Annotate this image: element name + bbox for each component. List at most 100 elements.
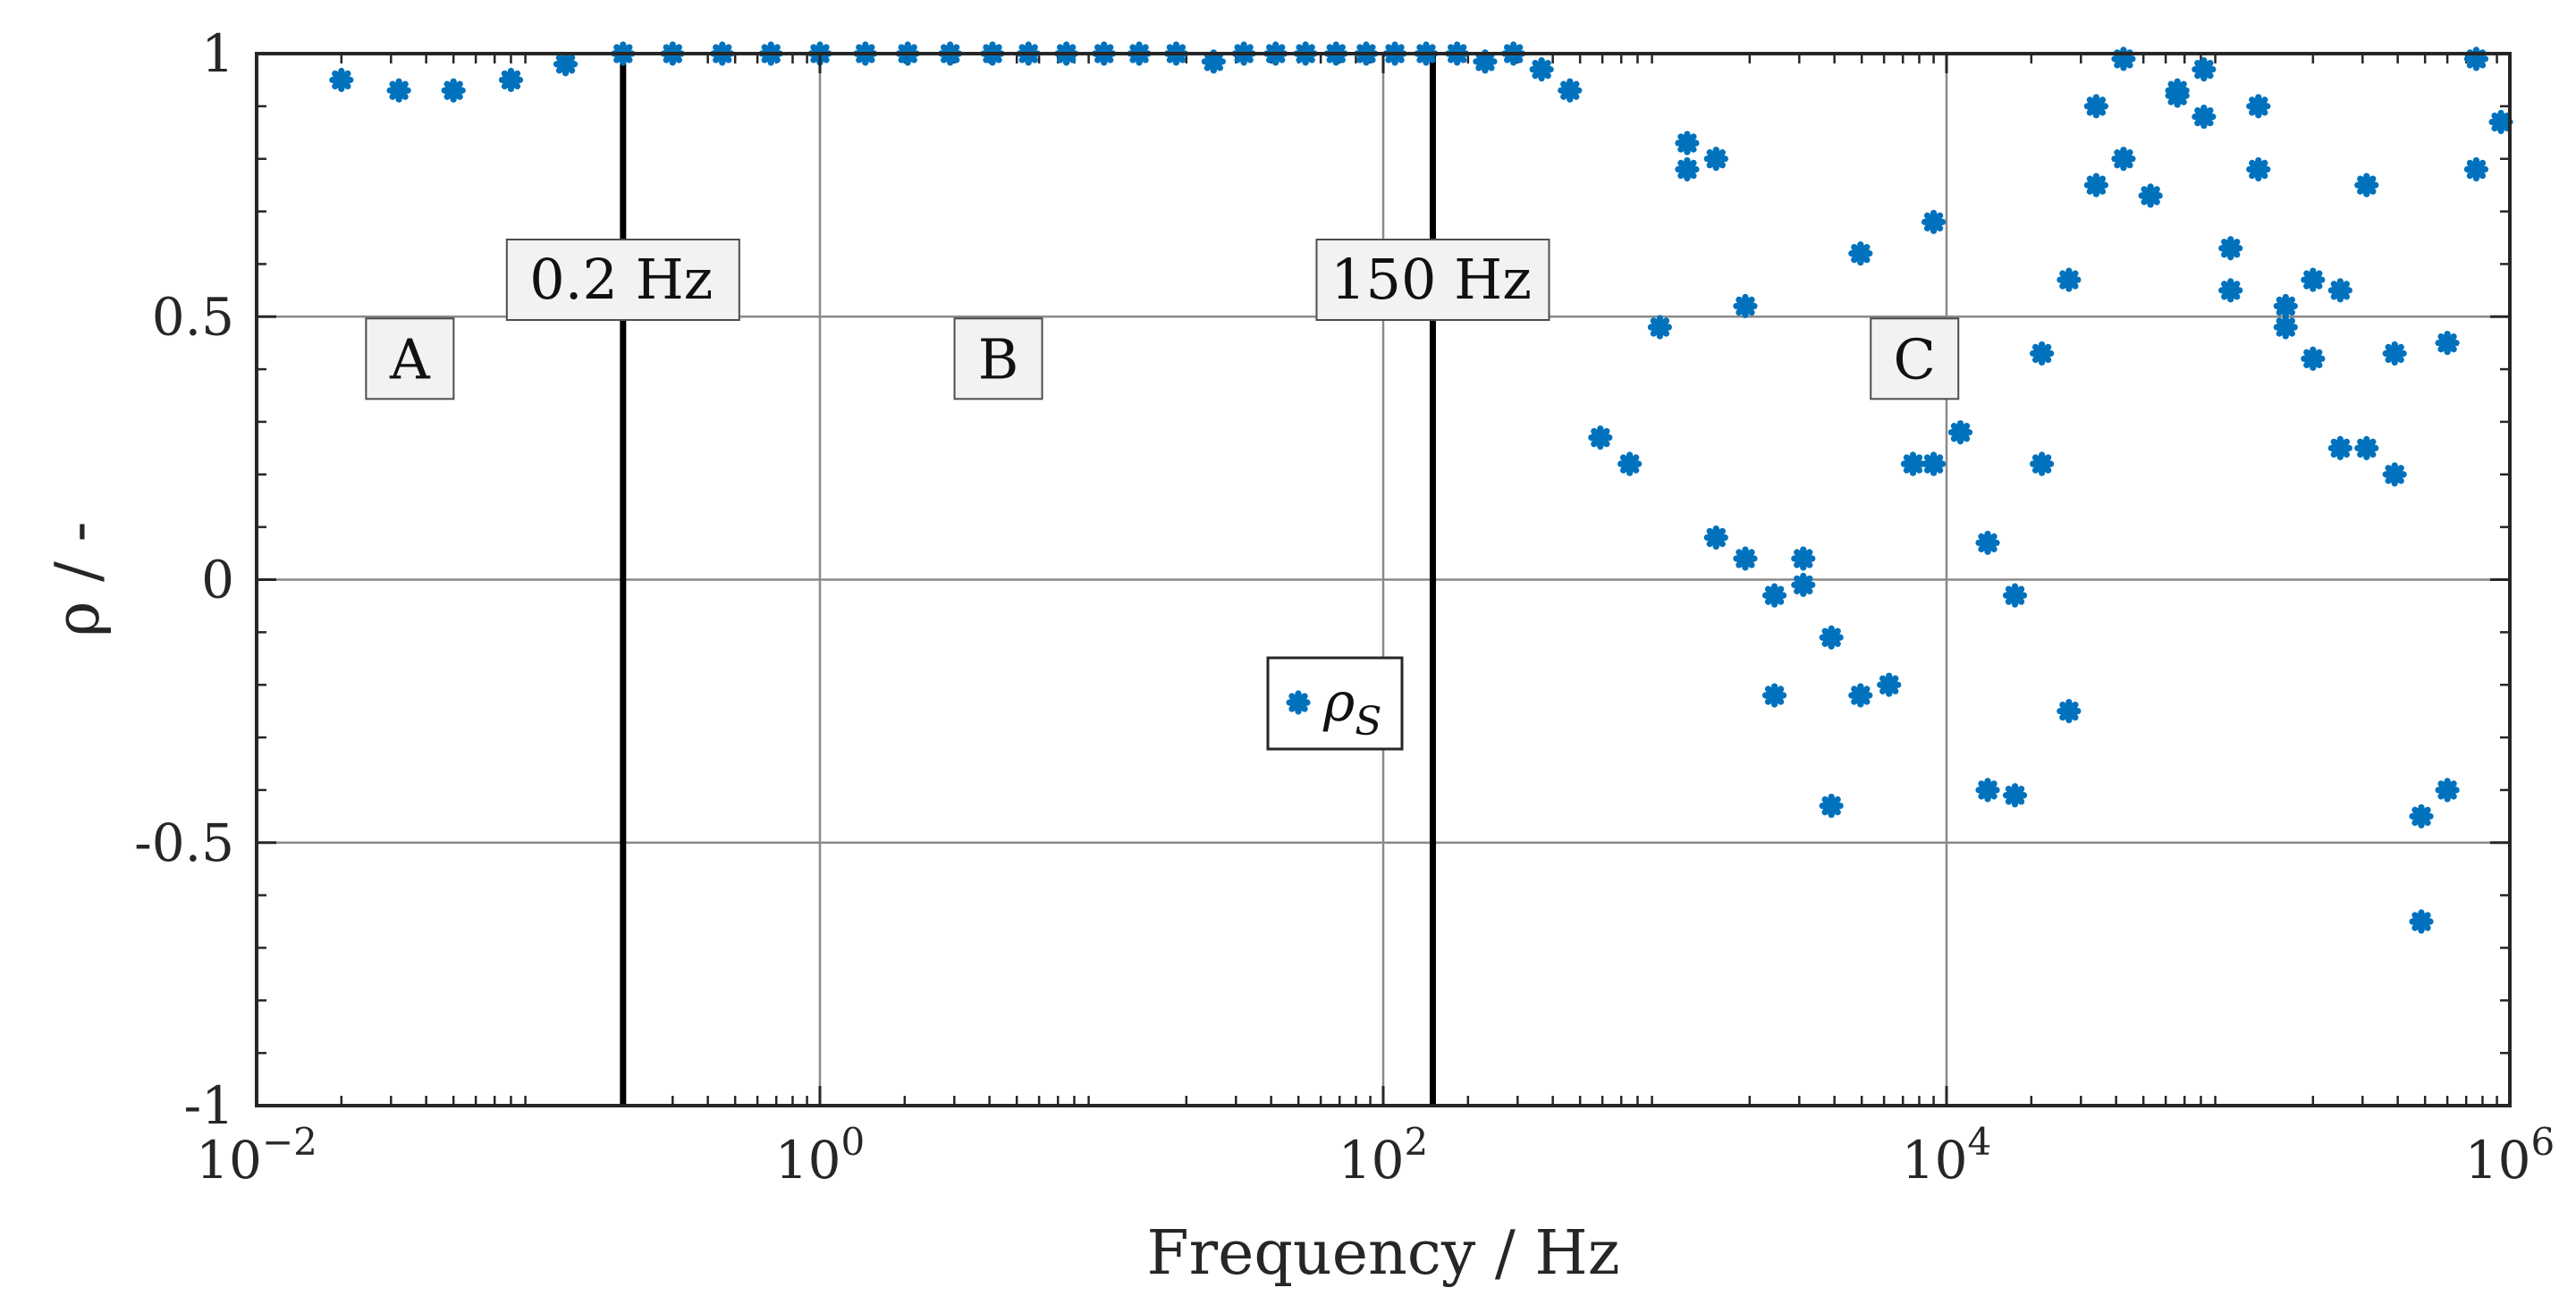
marker-spike bbox=[1993, 787, 2000, 794]
x-tick-label: 106 bbox=[2465, 1120, 2555, 1191]
marker-spike bbox=[2472, 174, 2480, 182]
marker-spike bbox=[2101, 103, 2109, 110]
marker-spike bbox=[2167, 80, 2175, 88]
marker-spike bbox=[2039, 451, 2046, 459]
marker-spike bbox=[2045, 343, 2052, 350]
marker-spike bbox=[2310, 346, 2317, 353]
marker-spike bbox=[2282, 293, 2289, 301]
marker-spike bbox=[1304, 699, 1311, 706]
marker-spike bbox=[2472, 156, 2480, 164]
marker-spike bbox=[904, 41, 911, 48]
marker-spike bbox=[1142, 56, 1149, 63]
marker-spike bbox=[2005, 598, 2013, 605]
marker-spike bbox=[1650, 317, 1657, 324]
marker-spike bbox=[2174, 83, 2181, 90]
marker-spike bbox=[1930, 469, 1938, 476]
marker-spike bbox=[2418, 927, 2425, 934]
marker-spike bbox=[2291, 302, 2298, 310]
marker-spike bbox=[904, 59, 911, 66]
marker-spike bbox=[2218, 287, 2225, 294]
marker-spike bbox=[2357, 175, 2364, 182]
marker-spike bbox=[1302, 41, 1309, 48]
marker-spike bbox=[1794, 575, 1801, 582]
marker-spike bbox=[389, 80, 396, 88]
y-tick-label: 0 bbox=[201, 550, 234, 610]
marker-spike bbox=[1690, 172, 1697, 180]
marker-spike bbox=[1204, 64, 1211, 72]
marker-spike bbox=[1369, 56, 1376, 63]
marker-spike bbox=[2099, 109, 2107, 116]
data-point bbox=[2273, 315, 2298, 340]
marker-spike bbox=[1454, 59, 1461, 66]
marker-spike bbox=[2030, 460, 2037, 467]
marker-spike bbox=[2165, 92, 2172, 99]
x-tick-label: 10−2 bbox=[196, 1120, 317, 1191]
marker-spike bbox=[2092, 112, 2100, 119]
marker-spike bbox=[1573, 80, 1580, 88]
marker-spike bbox=[1675, 139, 1682, 147]
marker-spike bbox=[2330, 438, 2337, 445]
marker-spike bbox=[443, 80, 451, 88]
region-label-box bbox=[953, 317, 1043, 400]
marker-spike bbox=[2385, 477, 2392, 484]
marker-spike bbox=[2264, 103, 2271, 110]
marker-spike bbox=[1828, 811, 1835, 819]
marker-spike bbox=[1837, 802, 1844, 810]
marker-spike bbox=[2357, 438, 2364, 445]
marker-spike bbox=[2316, 361, 2323, 369]
marker-spike bbox=[2418, 909, 2425, 916]
marker-spike bbox=[555, 67, 563, 74]
marker-spike bbox=[1975, 787, 1982, 794]
marker-spike bbox=[1301, 693, 1308, 700]
marker-spike bbox=[555, 55, 563, 62]
x-tick-label-exponent: 6 bbox=[2531, 1120, 2555, 1164]
marker-spike bbox=[568, 67, 576, 74]
data-point bbox=[2354, 435, 2379, 460]
marker-spike bbox=[2385, 465, 2392, 472]
marker-spike bbox=[989, 59, 996, 66]
boundary-label: 0.2 Hz bbox=[529, 247, 713, 312]
marker-spike bbox=[2126, 62, 2133, 69]
marker-spike bbox=[2382, 471, 2389, 478]
marker-spike bbox=[810, 56, 817, 63]
marker-spike bbox=[1703, 534, 1710, 542]
marker-spike bbox=[2120, 46, 2127, 54]
data-point bbox=[2246, 94, 2271, 119]
marker-spike bbox=[719, 59, 726, 66]
marker-spike bbox=[1063, 41, 1070, 48]
marker-spike bbox=[2018, 585, 2025, 593]
marker-spike bbox=[2147, 201, 2154, 208]
marker-spike bbox=[1296, 44, 1303, 51]
marker-spike bbox=[1993, 539, 2000, 546]
marker-spike bbox=[1606, 434, 1613, 442]
marker-spike bbox=[2288, 317, 2295, 324]
marker-spike bbox=[1567, 78, 1574, 85]
marker-spike bbox=[1423, 41, 1430, 48]
marker-spike bbox=[1909, 469, 1917, 476]
marker-spike bbox=[2330, 450, 2337, 459]
marker-spike bbox=[1588, 434, 1595, 442]
region-label-box bbox=[1870, 317, 1960, 400]
marker-spike bbox=[1764, 686, 1772, 693]
marker-spike bbox=[1923, 467, 1931, 474]
marker-spike bbox=[1978, 545, 1985, 552]
x-tick-label: 102 bbox=[1339, 1120, 1429, 1191]
marker-spike bbox=[1516, 56, 1524, 63]
marker-spike bbox=[2336, 278, 2344, 285]
marker-spike bbox=[2126, 149, 2133, 156]
marker-spike bbox=[1288, 693, 1296, 700]
marker-spike bbox=[1778, 686, 1785, 693]
marker-spike bbox=[2114, 149, 2121, 156]
marker-spike bbox=[1619, 467, 1627, 474]
marker-spike bbox=[2466, 62, 2473, 69]
marker-spike bbox=[2018, 798, 2025, 805]
marker-spike bbox=[1482, 67, 1489, 74]
x-tick-label-base: 10 bbox=[1902, 1130, 1968, 1191]
marker-spike bbox=[568, 55, 576, 62]
marker-spike bbox=[395, 96, 402, 103]
marker-spike bbox=[856, 44, 863, 51]
marker-spike bbox=[2397, 356, 2404, 364]
marker-spike bbox=[2192, 114, 2199, 121]
data-point bbox=[2409, 804, 2434, 829]
marker-spike bbox=[347, 76, 354, 84]
